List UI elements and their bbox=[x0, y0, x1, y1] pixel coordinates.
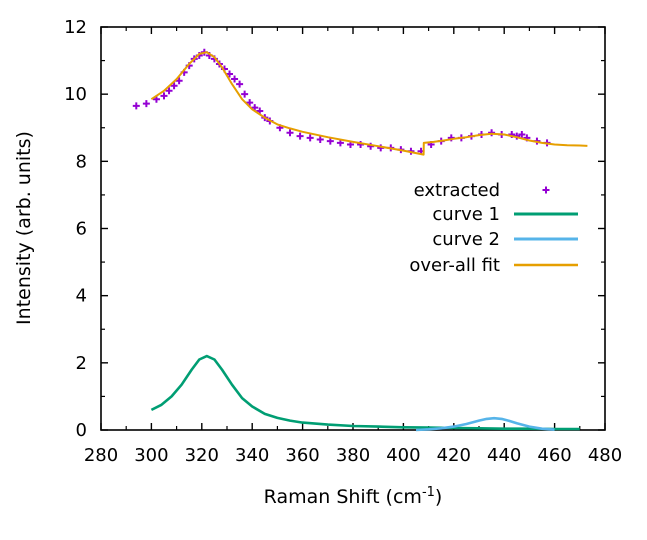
legend-label-extracted: extracted bbox=[414, 180, 500, 201]
y-tick-label: 8 bbox=[76, 151, 87, 172]
x-axis-label: Raman Shift (cm-1) bbox=[264, 485, 443, 508]
x-tick-label: 320 bbox=[185, 445, 219, 466]
data-point bbox=[286, 129, 294, 137]
x-tick-label: 300 bbox=[134, 445, 168, 466]
data-point bbox=[518, 130, 526, 138]
legend: extracted curve 1 curve 2 over-all fit bbox=[409, 180, 578, 276]
y-axis-label: Intensity (arb. units) bbox=[13, 131, 35, 325]
x-tick-label: 460 bbox=[537, 445, 571, 466]
x-tick-label: 440 bbox=[487, 445, 521, 466]
x-axis-label-superscript: -1 bbox=[422, 485, 435, 500]
y-tick-label: 12 bbox=[64, 17, 87, 38]
data-point bbox=[226, 70, 234, 78]
data-point bbox=[170, 82, 178, 90]
data-point bbox=[246, 99, 254, 107]
data-point bbox=[231, 75, 239, 83]
data-point bbox=[165, 87, 173, 95]
x-axis-label-main: Raman Shift (cm bbox=[264, 486, 422, 508]
data-point bbox=[175, 77, 183, 85]
data-point bbox=[160, 92, 168, 100]
plot-frame bbox=[100, 26, 606, 431]
x-tick-label: 360 bbox=[285, 445, 319, 466]
y-tick-label: 4 bbox=[76, 286, 87, 307]
data-point bbox=[132, 102, 140, 110]
data-point bbox=[296, 132, 304, 140]
y-tick-label: 0 bbox=[76, 420, 87, 441]
x-tick-label: 340 bbox=[235, 445, 269, 466]
x-tick-label: 480 bbox=[588, 445, 622, 466]
y-tick-label: 2 bbox=[76, 353, 87, 374]
data-point bbox=[236, 80, 244, 88]
x-tick-label: 280 bbox=[84, 445, 118, 466]
series-line-over-all-fit bbox=[150, 51, 588, 156]
series-layer bbox=[132, 48, 588, 432]
x-tick-label: 380 bbox=[336, 445, 370, 466]
x-tick-label: 420 bbox=[437, 445, 471, 466]
legend-marker-extracted bbox=[542, 186, 550, 194]
series-line-curve-1 bbox=[150, 354, 580, 431]
legend-label-curve-2: curve 2 bbox=[432, 229, 500, 250]
data-point bbox=[316, 136, 324, 144]
x-tick-label: 400 bbox=[386, 445, 420, 466]
x-axis-label-close: ) bbox=[435, 486, 442, 508]
data-point bbox=[326, 137, 334, 145]
axis-ticks: 280 300 320 340 360 380 400 420 440 460 480 0 2 4 6 8 10… bbox=[64, 17, 622, 466]
data-point bbox=[241, 90, 249, 98]
legend-label-over-all-fit: over-all fit bbox=[409, 255, 500, 276]
y-tick-label: 6 bbox=[76, 219, 87, 240]
data-point bbox=[488, 129, 496, 137]
y-tick-label: 10 bbox=[64, 84, 87, 105]
series-line-curve-2 bbox=[415, 416, 555, 432]
legend-label-curve-1: curve 1 bbox=[432, 204, 500, 225]
data-point bbox=[142, 100, 150, 108]
data-point bbox=[306, 134, 314, 142]
